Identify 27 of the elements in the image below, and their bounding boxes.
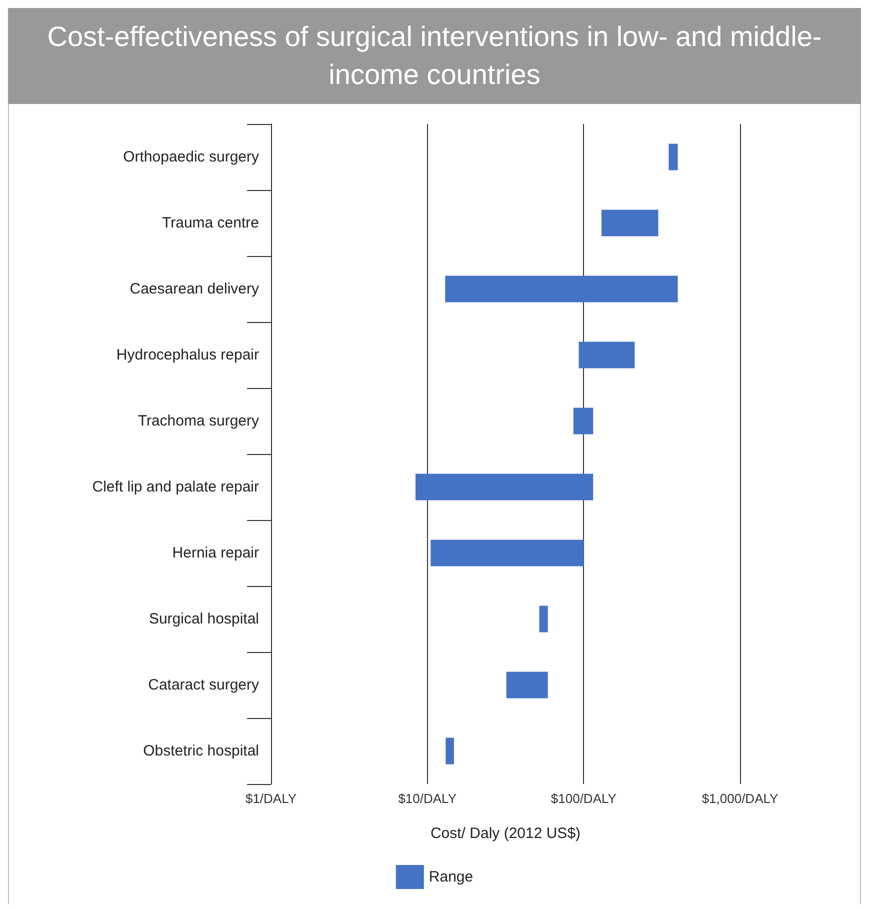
x-tick-label: $1,000/DALY bbox=[702, 791, 779, 806]
x-tick-label: $1/DALY bbox=[245, 791, 297, 806]
y-tick-label: Trauma centre bbox=[162, 214, 259, 232]
y-tick-label: Caesarean delivery bbox=[130, 280, 260, 298]
bar bbox=[446, 738, 454, 764]
y-tick-label: Cleft lip and palate repair bbox=[92, 478, 260, 496]
x-tick-label: $100/DALY bbox=[550, 791, 617, 806]
y-tick-label: Hydrocephalus repair bbox=[116, 346, 259, 364]
y-tick-label: Hernia repair bbox=[172, 544, 259, 562]
y-tick-label: Obstetric hospital bbox=[143, 742, 259, 760]
bar bbox=[506, 672, 548, 698]
x-tick-label: $10/DALY bbox=[398, 791, 457, 806]
bar bbox=[573, 408, 594, 434]
bar bbox=[415, 474, 594, 500]
bar bbox=[578, 342, 635, 368]
bar bbox=[601, 210, 658, 236]
legend-label: Range bbox=[428, 868, 474, 886]
chart-title: Cost-effectiveness of surgical interventions in low- and middle-income countries bbox=[8, 8, 861, 104]
y-tick-label: Orthopaedic surgery bbox=[123, 148, 260, 166]
bar bbox=[445, 276, 678, 302]
bar bbox=[539, 606, 548, 632]
y-tick-label: Surgical hospital bbox=[148, 610, 259, 628]
x-axis-title: Cost/ Daly (2012 US$) bbox=[430, 825, 581, 842]
y-tick-label: Trachoma surgery bbox=[138, 412, 260, 430]
bar bbox=[668, 144, 678, 170]
bar bbox=[430, 540, 584, 566]
y-tick-label: Cataract surgery bbox=[148, 676, 260, 694]
